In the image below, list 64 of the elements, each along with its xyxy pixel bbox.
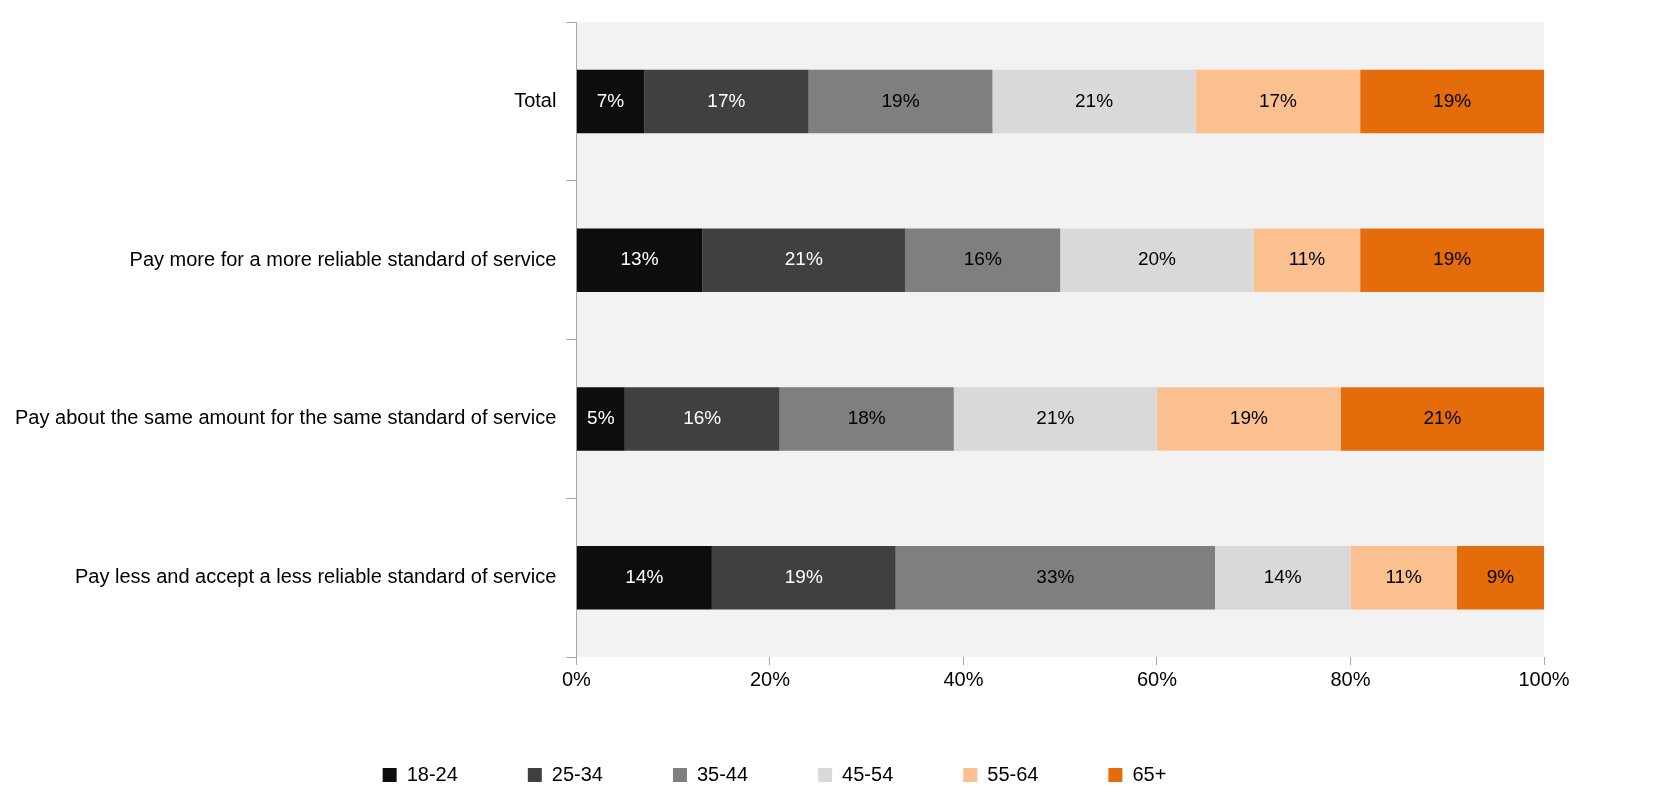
data-label: 20% — [1137, 248, 1177, 270]
bar — [808, 69, 993, 134]
bar — [576, 69, 645, 134]
bar — [1195, 69, 1361, 134]
legend-label: 65+ — [1132, 762, 1167, 785]
data-label: 21% — [1423, 407, 1462, 429]
data-label: 33% — [1036, 565, 1075, 587]
data-label: 11% — [1385, 565, 1423, 587]
x-tick-label: 20% — [749, 667, 791, 690]
y-tick-label: Pay about the same amount for the same standard of service — [15, 406, 557, 429]
data-label: 5% — [587, 407, 615, 429]
x-tick-label: 100% — [1518, 667, 1570, 690]
y-tick-label: Total — [514, 88, 557, 111]
data-label: 16% — [963, 248, 1002, 270]
bar — [576, 387, 625, 451]
y-tick-label: Pay more for a more reliable standard of service — [129, 247, 557, 270]
data-label: 21% — [1075, 89, 1114, 111]
bar — [576, 545, 712, 610]
bar — [576, 228, 703, 292]
bar — [779, 387, 954, 451]
data-label: 19% — [784, 565, 823, 587]
data-label: 17% — [1258, 89, 1298, 111]
data-label: 11% — [1288, 248, 1326, 270]
bar — [644, 69, 809, 134]
bar — [1456, 545, 1544, 610]
bar — [1360, 228, 1544, 292]
data-label: 16% — [683, 407, 722, 429]
bar — [711, 545, 896, 610]
data-label: 18% — [847, 407, 886, 429]
data-label: 13% — [620, 248, 659, 270]
legend-label: 55-64 — [987, 762, 1039, 785]
bar — [702, 228, 906, 292]
bar — [1060, 228, 1254, 292]
data-label: 14% — [1263, 565, 1302, 587]
legend-label: 45-54 — [842, 762, 894, 785]
bar — [1340, 387, 1544, 451]
x-tick-label: 40% — [943, 667, 984, 690]
legend-label: 35-44 — [696, 762, 749, 785]
x-tick-label: 0% — [561, 667, 592, 690]
bar — [895, 545, 1216, 610]
data-label: 19% — [1433, 89, 1472, 111]
data-label: 9% — [1486, 565, 1515, 587]
x-tick-label: 80% — [1330, 667, 1371, 690]
data-label: 19% — [1229, 407, 1268, 429]
bar — [1350, 545, 1457, 610]
data-label: 21% — [1036, 407, 1075, 429]
data-label: 7% — [596, 89, 625, 111]
data-label: 19% — [881, 89, 920, 111]
bar — [1156, 387, 1341, 451]
data-label: 21% — [784, 248, 823, 270]
data-label: 19% — [1433, 248, 1472, 270]
bar — [1360, 69, 1544, 134]
data-label: 17% — [707, 89, 746, 111]
x-tick-label: 60% — [1136, 667, 1178, 690]
legend-label: 18-24 — [406, 762, 458, 785]
bar — [905, 228, 1061, 292]
bar — [953, 387, 1157, 451]
bar — [1253, 228, 1361, 292]
bar — [624, 387, 780, 451]
legend-label: 25-34 — [551, 762, 603, 785]
data-label: 14% — [625, 565, 664, 587]
bar — [1215, 545, 1351, 610]
y-tick-label: Pay less and accept a less reliable standard of service — [75, 565, 557, 588]
bar — [992, 69, 1196, 134]
